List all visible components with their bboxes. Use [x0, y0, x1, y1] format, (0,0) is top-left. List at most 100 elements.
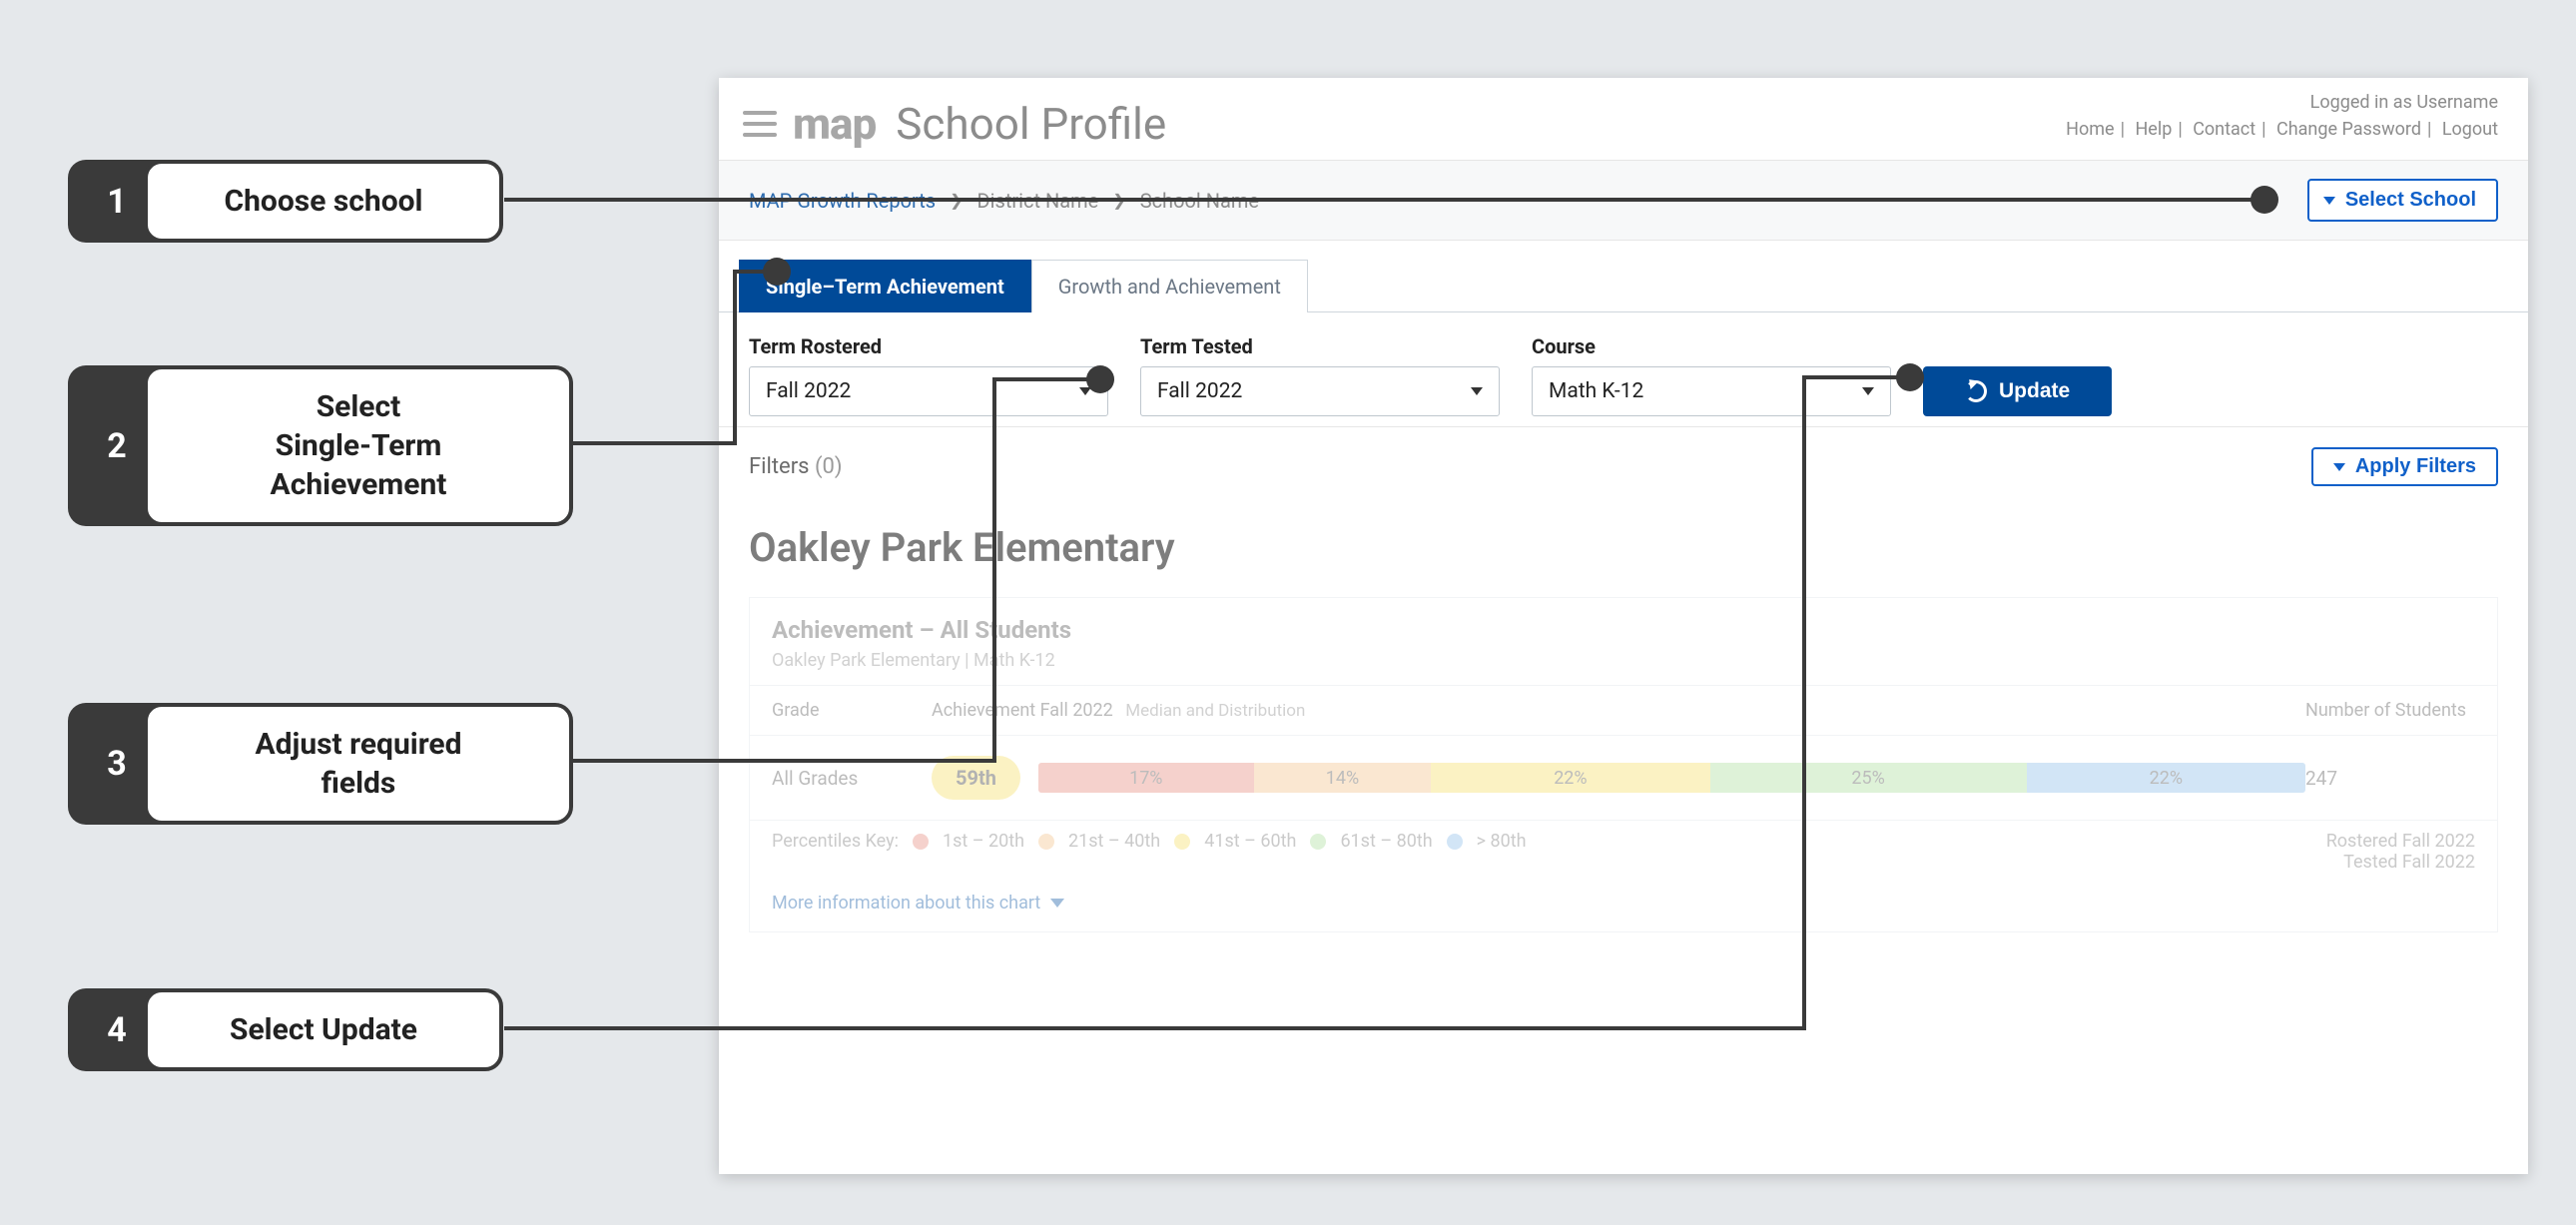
reload-icon	[1965, 380, 1987, 402]
link-change-password[interactable]: Change Password	[2276, 119, 2421, 140]
link-home[interactable]: Home	[2066, 119, 2114, 140]
key-swatch	[1447, 834, 1463, 850]
distribution-segment: 22%	[2027, 763, 2305, 793]
key-range-label: 21st – 40th	[1068, 831, 1160, 852]
connector-line	[1802, 375, 1910, 379]
caret-down-icon	[1471, 387, 1483, 395]
label-term-rostered: Term Rostered	[749, 334, 1108, 358]
connector-line	[504, 198, 2261, 202]
select-term-rostered[interactable]: Fall 2022	[749, 366, 1108, 416]
more-info-link[interactable]: More information about this chart	[750, 893, 2497, 931]
key-range-label: 61st – 80th	[1340, 831, 1432, 852]
distribution-segment: 25%	[1710, 763, 2027, 793]
select-term-tested[interactable]: Fall 2022	[1140, 366, 1500, 416]
key-range-label: 1st – 20th	[943, 831, 1024, 852]
apply-filters-label: Apply Filters	[2355, 455, 2476, 478]
callout-3-label: Adjust required fields	[144, 703, 573, 825]
link-help[interactable]: Help	[2135, 119, 2172, 140]
key-range-label: 41st – 60th	[1204, 831, 1296, 852]
panel-subtitle: Oakley Park Elementary | Math K-12	[772, 650, 2475, 671]
select-school-label: Select School	[2345, 189, 2476, 212]
page-title: School Profile	[896, 98, 1166, 150]
filters-label: Filters	[749, 454, 810, 479]
caret-down-icon	[1862, 387, 1874, 395]
connector-line	[733, 270, 737, 445]
distribution-bar: 17%14%22%25%22%	[1038, 763, 2305, 793]
school-name-heading: Oakley Park Elementary	[719, 506, 2528, 597]
distribution-segment: 17%	[1038, 763, 1254, 793]
filters-count: (0)	[815, 454, 843, 479]
col-students: Number of Students	[2305, 700, 2475, 721]
callout-3: 3 Adjust required fields	[68, 703, 573, 825]
key-swatch	[1174, 834, 1190, 850]
select-course[interactable]: Math K-12	[1532, 366, 1891, 416]
menu-icon[interactable]	[743, 111, 777, 137]
table-row: All Grades 59th 17%14%22%25%22% 247	[750, 736, 2497, 821]
panel-title: Achievement – All Students	[772, 616, 2475, 644]
table-head: Grade Achievement Fall 2022 Median and D…	[750, 686, 2497, 736]
connector-line	[573, 759, 992, 763]
callout-4-label: Select Update	[144, 988, 503, 1071]
label-term-tested: Term Tested	[1140, 334, 1500, 358]
field-term-rostered: Term Rostered Fall 2022	[749, 334, 1108, 416]
connector-line	[992, 379, 996, 763]
connector-line	[573, 441, 733, 445]
connector-line	[1802, 377, 1806, 1030]
header-links: Home| Help| Contact| Change Password| Lo…	[2066, 119, 2498, 140]
select-school-button[interactable]: Select School	[2307, 179, 2498, 222]
connector-line	[504, 1026, 1802, 1030]
panel-foot-right: Rostered Fall 2022 Tested Fall 2022	[2326, 831, 2475, 873]
connector-dot	[1896, 363, 1924, 391]
key-swatch	[1038, 834, 1054, 850]
apply-filters-button[interactable]: Apply Filters	[2311, 447, 2498, 486]
achievement-panel: Achievement – All Students Oakley Park E…	[749, 597, 2498, 932]
tab-growth[interactable]: Growth and Achievement	[1031, 260, 1308, 312]
fields-row: Term Rostered Fall 2022 Term Tested Fall…	[719, 312, 2528, 427]
connector-dot	[2251, 186, 2278, 214]
row-grade: All Grades	[772, 767, 932, 790]
callout-2: 2 Select Single-Term Achievement	[68, 365, 573, 526]
percentiles-key: Percentiles Key: 1st – 20th 21st – 40th 41…	[772, 831, 1527, 852]
callout-4: 4 Select Update	[68, 988, 503, 1071]
update-button-label: Update	[1999, 379, 2070, 403]
more-info-label: More information about this chart	[772, 893, 1040, 914]
key-swatch	[1310, 834, 1326, 850]
callout-2-label: Select Single-Term Achievement	[144, 365, 573, 526]
key-label: Percentiles Key:	[772, 831, 899, 852]
connector-dot	[763, 258, 791, 286]
key-swatch	[913, 834, 929, 850]
field-term-tested: Term Tested Fall 2022	[1140, 334, 1500, 416]
tab-row: Single–Term Achievement Growth and Achie…	[719, 241, 2528, 312]
distribution-segment: 22%	[1431, 763, 1709, 793]
header-right: Logged in as Username Home| Help| Contac…	[2066, 92, 2498, 140]
col-grade: Grade	[772, 700, 932, 721]
label-course: Course	[1532, 334, 1891, 358]
logo: map	[793, 98, 876, 150]
tested-label: Tested Fall 2022	[2326, 852, 2475, 873]
select-course-value: Math K-12	[1549, 379, 1643, 403]
row-students: 247	[2305, 767, 2475, 790]
connector-dot	[1086, 365, 1114, 393]
caret-down-icon	[2333, 463, 2345, 471]
app-window: map School Profile Logged in as Username…	[719, 78, 2528, 1174]
select-term-rostered-value: Fall 2022	[766, 379, 851, 403]
logged-in-label: Logged in as Username	[2066, 92, 2498, 113]
link-contact[interactable]: Contact	[2193, 119, 2255, 140]
col-achievement-sub: Median and Distribution	[1125, 701, 1305, 721]
caret-down-icon	[2323, 197, 2335, 205]
panel-head: Achievement – All Students Oakley Park E…	[750, 598, 2497, 685]
distribution: 59th 17%14%22%25%22%	[932, 756, 2305, 800]
key-range-label: > 80th	[1477, 831, 1527, 852]
select-term-tested-value: Fall 2022	[1157, 379, 1242, 403]
link-logout[interactable]: Logout	[2442, 119, 2498, 140]
callout-1: 1 Choose school	[68, 160, 503, 243]
col-achievement: Achievement Fall 2022 Median and Distrib…	[932, 700, 2305, 721]
panel-foot: Percentiles Key: 1st – 20th 21st – 40th 41…	[750, 821, 2497, 893]
app-header: map School Profile Logged in as Username…	[719, 78, 2528, 160]
chevron-down-icon	[1050, 899, 1064, 908]
distribution-segment: 14%	[1254, 763, 1432, 793]
filters-bar: Filters (0) Apply Filters	[719, 427, 2528, 506]
rostered-label: Rostered Fall 2022	[2326, 831, 2475, 852]
achievement-table: Grade Achievement Fall 2022 Median and D…	[750, 685, 2497, 821]
update-button[interactable]: Update	[1923, 366, 2112, 416]
